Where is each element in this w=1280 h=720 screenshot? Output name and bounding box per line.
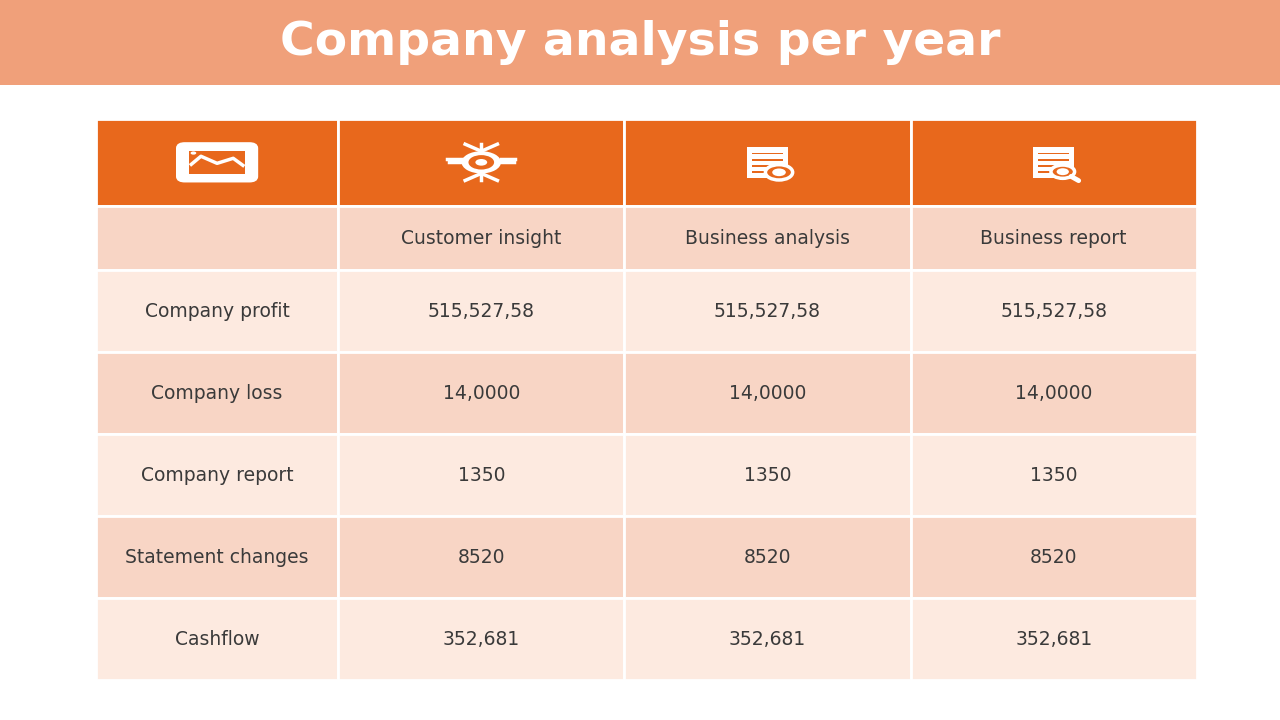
Text: 8520: 8520 xyxy=(744,548,791,567)
Text: 515,527,58: 515,527,58 xyxy=(714,302,820,321)
Text: Cashflow: Cashflow xyxy=(175,630,260,649)
Text: 8520: 8520 xyxy=(457,548,506,567)
Text: 352,681: 352,681 xyxy=(728,630,806,649)
Text: 1350: 1350 xyxy=(744,466,791,485)
Text: 515,527,58: 515,527,58 xyxy=(428,302,535,321)
Text: 14,0000: 14,0000 xyxy=(728,384,806,403)
Text: Customer insight: Customer insight xyxy=(401,229,562,248)
Text: Company loss: Company loss xyxy=(151,384,283,403)
Text: 352,681: 352,681 xyxy=(443,630,520,649)
Text: Company report: Company report xyxy=(141,466,293,485)
Text: 1350: 1350 xyxy=(1030,466,1078,485)
Text: 515,527,58: 515,527,58 xyxy=(1000,302,1107,321)
Text: Company analysis per year: Company analysis per year xyxy=(280,20,1000,65)
Text: 14,0000: 14,0000 xyxy=(1015,384,1092,403)
Text: Statement changes: Statement changes xyxy=(125,548,308,567)
Text: 14,0000: 14,0000 xyxy=(443,384,520,403)
Text: Business analysis: Business analysis xyxy=(685,229,850,248)
Text: 8520: 8520 xyxy=(1030,548,1078,567)
Text: Business report: Business report xyxy=(980,229,1126,248)
Text: Company profit: Company profit xyxy=(145,302,289,321)
Text: 1350: 1350 xyxy=(457,466,506,485)
Text: 352,681: 352,681 xyxy=(1015,630,1092,649)
